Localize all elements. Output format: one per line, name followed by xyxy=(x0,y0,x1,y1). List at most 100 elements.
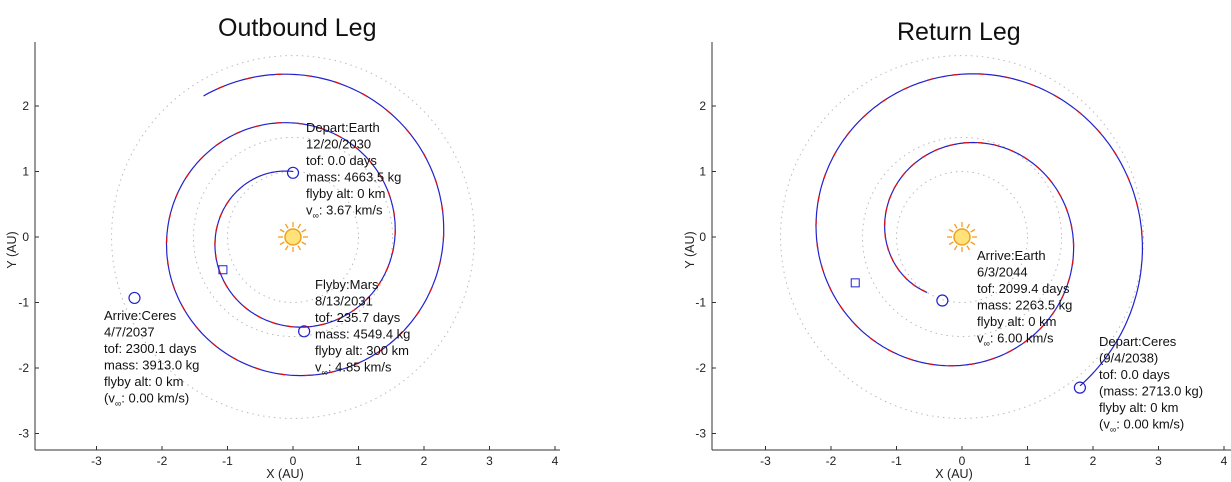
thrust-vector xyxy=(993,144,1000,147)
annotation-line: tof: 2099.4 days xyxy=(977,281,1070,296)
thrust-vector xyxy=(181,304,186,311)
y-tick-label: 2 xyxy=(699,99,706,113)
x-tick-label: 2 xyxy=(1090,454,1097,468)
x-tick-label: 3 xyxy=(486,454,493,468)
thrust-vector xyxy=(387,191,391,199)
thrust-vector xyxy=(361,92,368,97)
thrust-vector xyxy=(1076,109,1082,115)
event-annotation: Depart:Ceres (9/4/2038)tof: 0.0 days (mass… xyxy=(1099,334,1203,435)
thrust-vector xyxy=(319,323,327,326)
thrust-vector xyxy=(225,200,230,206)
y-tick-label: -3 xyxy=(18,427,29,441)
thrust-vector xyxy=(902,274,908,281)
outbound-leg-title: Outbound Leg xyxy=(218,14,377,42)
thrust-vector xyxy=(1096,128,1102,134)
annotation-line: tof: 0.0 days xyxy=(306,153,377,168)
return-leg-plot: -3 -2 -1 0 1 2 3 4 -3 -2 -1 0 1 2 X (AU) Y (AU) Arrive:E… xyxy=(683,42,1231,481)
annotation-line: Depart:Ceres xyxy=(1099,334,1177,349)
thrust-vector xyxy=(434,178,438,185)
thrust-vector xyxy=(1008,148,1015,153)
thrust-vector xyxy=(1022,155,1029,161)
thrust-vector xyxy=(215,225,219,232)
event-marker-arrive-ceres xyxy=(128,291,141,305)
y-tick-label: -2 xyxy=(695,361,706,375)
thrust-vector xyxy=(256,314,263,319)
thrust-vector xyxy=(817,195,820,203)
thrust-vector xyxy=(884,232,887,239)
thrust-vector xyxy=(869,337,876,342)
orbit-2 xyxy=(780,55,1144,419)
thrust-vector xyxy=(352,144,359,150)
thrust-vector xyxy=(927,78,934,81)
event-marker-depart-ceres xyxy=(1073,381,1087,394)
thrust-vector xyxy=(890,255,894,262)
thrust-vector xyxy=(839,305,845,312)
x-tick-label: 1 xyxy=(1024,454,1031,468)
annotation-line: 4/7/2037 xyxy=(104,325,155,340)
annotation-line: Arrive:Earth xyxy=(977,248,1046,263)
thrust-vector xyxy=(1035,165,1042,171)
annotation-line: mass: 3913.0 kg xyxy=(104,358,199,373)
thrust-vector xyxy=(1060,294,1065,301)
x-axis-label: X (AU) xyxy=(266,467,304,481)
sun-icon xyxy=(278,222,308,252)
x-tick-label: 3 xyxy=(1155,454,1162,468)
thrust-vector xyxy=(1023,338,1030,344)
thrust-vector xyxy=(881,98,888,103)
thrust-vector xyxy=(893,182,898,189)
thrust-vector xyxy=(820,264,824,272)
x-tick-label: -2 xyxy=(826,454,837,468)
thrust-vector xyxy=(1038,325,1044,331)
thrust-vector xyxy=(1050,310,1056,317)
x-tick-label: -3 xyxy=(760,454,771,468)
event-marker-flyby-mars xyxy=(298,325,311,338)
annotation-line: Arrive:Ceres xyxy=(104,308,177,323)
thrust-vector xyxy=(279,373,286,376)
velocity-line: (v∞: 0.00 km/s) xyxy=(104,391,189,409)
thrust-vector xyxy=(988,357,995,361)
y-tick-label: 1 xyxy=(699,165,706,179)
y-tick-label: 2 xyxy=(22,99,29,113)
annotation-line: mass: 4549.4 kg xyxy=(315,327,410,342)
thrust-vector xyxy=(1065,206,1069,213)
thrust-vector xyxy=(171,283,176,290)
y-tick-label: 0 xyxy=(699,230,706,244)
thrust-vector xyxy=(1070,223,1073,230)
thrust-vector xyxy=(166,260,169,267)
thrust-vector xyxy=(336,316,343,321)
x-tick-label: -2 xyxy=(157,454,168,468)
y-tick-label: -3 xyxy=(695,427,706,441)
annotation-line: 12/20/2030 xyxy=(306,137,371,152)
thrust-vector xyxy=(978,141,985,144)
thrust-vector xyxy=(364,295,371,302)
thrust-vector xyxy=(232,294,238,301)
thrust-vector xyxy=(952,73,959,76)
thrust-vector xyxy=(910,162,916,168)
annotation-line: (mass: 2713.0 kg) xyxy=(1099,384,1203,399)
thrust-vector xyxy=(422,152,427,159)
thrust-vector xyxy=(1071,258,1074,265)
thrust-vector xyxy=(305,74,313,78)
thrust-vector xyxy=(398,331,404,337)
thrust-vector xyxy=(823,173,827,180)
thrust-vector xyxy=(886,244,890,251)
thrust-vector xyxy=(828,286,833,293)
thrust-vector xyxy=(223,281,228,288)
thrust-vector xyxy=(927,363,934,366)
thrust-vector xyxy=(168,213,171,221)
thrust-vector xyxy=(441,205,444,212)
x-tick-label: -3 xyxy=(91,454,102,468)
thrust-vector xyxy=(199,155,205,161)
annotation-line: flyby alt: 0 km xyxy=(306,186,385,201)
orbit-2 xyxy=(111,55,475,419)
thrust-vector xyxy=(948,143,955,147)
velocity-line: (v∞: 0.00 km/s) xyxy=(1099,417,1184,435)
thrust-vector xyxy=(286,325,293,328)
thrust-vector xyxy=(231,356,238,361)
x-tick-label: 0 xyxy=(290,454,297,468)
annotation-line: tof: 2300.1 days xyxy=(104,341,197,356)
thrust-vector xyxy=(217,85,224,90)
